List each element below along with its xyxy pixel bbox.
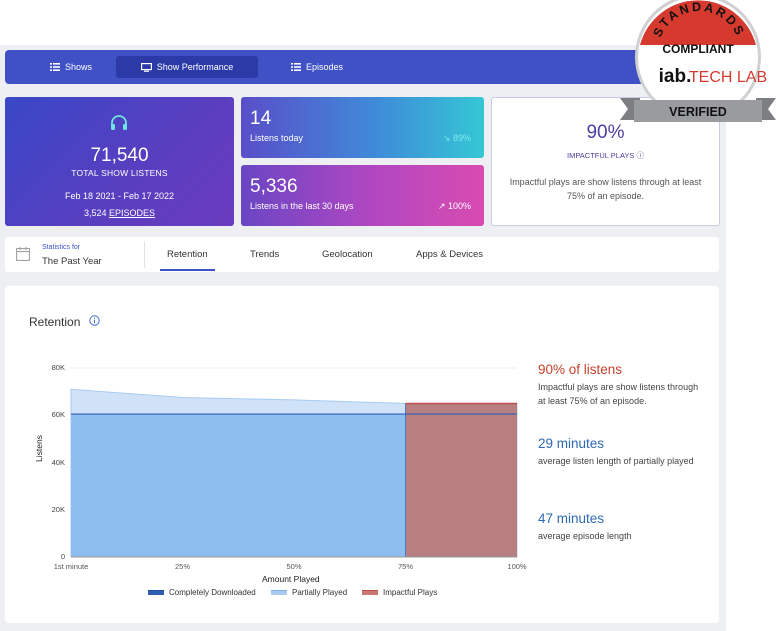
- impactful-plays-value: 90%: [586, 122, 625, 143]
- legend-label: Partially Played: [292, 588, 348, 597]
- listens-today-card: 14 Listens today ↘ 89%: [241, 97, 484, 158]
- listens-today-value: 14: [250, 108, 272, 129]
- period-selector[interactable]: The Past Year: [42, 256, 102, 267]
- x-tick-label: 50%: [286, 562, 302, 571]
- legend-swatch: [362, 590, 378, 595]
- retention-title: Retention: [29, 315, 81, 329]
- avg-episode-heading: 47 minutes: [538, 511, 605, 526]
- iab-tech-lab-badge: STANDARDS COMPLIANT iab. TECH LAB VERIFI…: [620, 0, 776, 122]
- tab-retention[interactable]: Retention: [167, 249, 208, 260]
- legend-swatch: [271, 590, 287, 595]
- episodes-summary: 3,524 EPISODES: [5, 208, 234, 218]
- divider: [144, 241, 145, 268]
- tab-trends[interactable]: Trends: [250, 249, 280, 260]
- nav-episodes[interactable]: Episodes: [281, 56, 353, 78]
- total-listens-label: TOTAL SHOW LISTENS: [71, 168, 168, 178]
- x-tick-label: 100%: [507, 562, 527, 571]
- list-icon: [291, 63, 301, 71]
- headphones-icon: [111, 115, 127, 130]
- nav-shows[interactable]: Shows: [40, 56, 102, 78]
- listens-30-days-label: Listens in the last 30 days: [250, 201, 354, 211]
- monitor-icon: [140, 62, 152, 72]
- tab-geolocation[interactable]: Geolocation: [322, 249, 373, 260]
- impact-percent-heading: 90% of listens: [538, 362, 623, 377]
- y-axis-label: Listens: [34, 435, 44, 462]
- listens-30-days-change: ↗ 100%: [437, 201, 471, 211]
- listens-30-days-card: 5,336 Listens in the last 30 days ↗ 100%: [241, 165, 484, 226]
- x-tick-label: 75%: [397, 562, 413, 571]
- listens-today-label: Listens today: [250, 133, 304, 143]
- nav-show-performance-label: Show Performance: [156, 62, 234, 72]
- calendar-icon[interactable]: [16, 247, 30, 261]
- info-icon[interactable]: [89, 315, 100, 326]
- legend-label: Completely Downloaded: [169, 588, 256, 597]
- x-tick-label: 1st minute: [53, 562, 89, 571]
- x-tick-label: 25%: [174, 562, 190, 571]
- tab-apps-devices[interactable]: Apps & Devices: [416, 249, 484, 260]
- listens-30-days-value: 5,336: [250, 176, 298, 197]
- y-tick-label: 20K: [51, 504, 65, 514]
- badge-techlab-text: TECH LAB: [689, 69, 767, 86]
- nav-shows-label: Shows: [65, 62, 93, 72]
- badge-brand-text: iab.: [659, 66, 692, 87]
- legend-completely-downloaded[interactable]: Completely Downloaded: [148, 588, 256, 597]
- badge-compliant-text: COMPLIANT: [662, 42, 734, 56]
- episodes-link[interactable]: EPISODES: [109, 208, 156, 218]
- impact-percent-text: Impactful plays are show listens through…: [538, 382, 699, 406]
- date-range: Feb 18 2021 - Feb 17 2022: [64, 191, 175, 201]
- episodes-count: 3,524: [83, 208, 107, 218]
- total-listens-card: 71,540 TOTAL SHOW LISTENS Feb 18 2021 - …: [5, 97, 234, 226]
- y-tick-label: 0: [60, 552, 65, 561]
- impactful-plays-description: Impactful plays are show listens through…: [509, 177, 702, 201]
- listens-today-change: ↘ 89%: [442, 133, 471, 143]
- legend-swatch: [148, 590, 164, 595]
- avg-episode-text: average episode length: [538, 531, 632, 541]
- legend-impactful-plays[interactable]: Impactful Plays: [362, 588, 437, 597]
- legend-label: Impactful Plays: [383, 588, 438, 597]
- list-icon: [50, 63, 60, 71]
- y-tick-label: 40K: [51, 457, 65, 467]
- statistics-for-caption: Statistics for: [42, 244, 81, 251]
- avg-partial-heading: 29 minutes: [538, 436, 605, 451]
- y-tick-label: 80K: [51, 363, 65, 372]
- impactful-plays-label[interactable]: IMPACTFUL PLAYS ⓘ: [567, 151, 644, 160]
- top-nav-bar: Shows Show Performance Episodes: [5, 50, 719, 84]
- nav-show-performance[interactable]: Show Performance: [116, 56, 258, 78]
- active-tab-indicator: [160, 269, 215, 271]
- badge-verified-text: VERIFIED: [669, 105, 727, 119]
- stats-tab-bar: Statistics for The Past Year Retention T…: [5, 237, 719, 272]
- x-axis-label: Amount Played: [262, 574, 320, 584]
- nav-episodes-label: Episodes: [306, 62, 344, 72]
- avg-partial-text: average listen length of partially playe…: [538, 456, 694, 466]
- y-tick-label: 60K: [51, 410, 65, 420]
- total-listens-value: 71,540: [90, 145, 149, 166]
- legend-partially-played[interactable]: Partially Played: [271, 588, 347, 597]
